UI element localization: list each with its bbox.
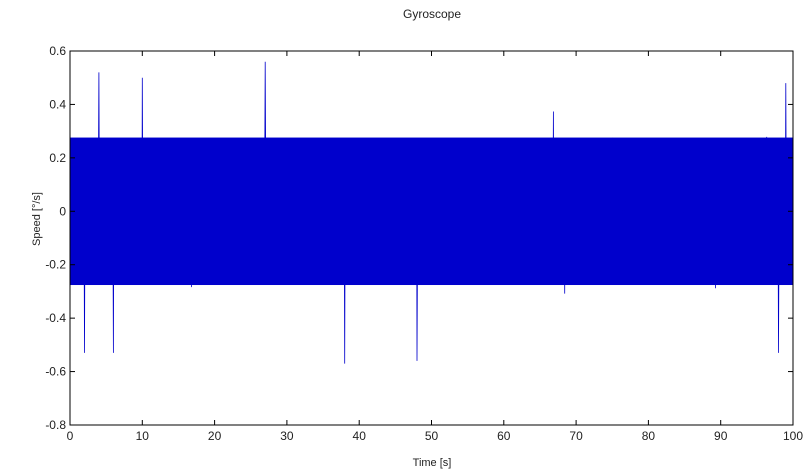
y-tick-label: 0.6 (49, 44, 66, 58)
x-tick-label: 0 (67, 429, 74, 443)
x-tick-label: 100 (783, 429, 803, 443)
chart-title: Gyroscope (403, 7, 461, 21)
x-tick-label: 90 (714, 429, 728, 443)
x-tick-label: 60 (497, 429, 511, 443)
y-tick-label: -0.6 (45, 365, 66, 379)
series-line-gyroscope (69, 61, 794, 364)
x-tick-label: 70 (569, 429, 583, 443)
y-axis-label: Speed [°/s] (31, 192, 43, 246)
x-tick-label: 30 (280, 429, 294, 443)
y-axis-ticks: 0.6 0.4 0.2 0 -0.2 -0.4 -0.6 -0.8 (45, 44, 793, 432)
series-layer (69, 61, 794, 364)
y-tick-label: 0 (59, 204, 66, 218)
x-tick-label: 40 (353, 429, 367, 443)
y-tick-label: 0.2 (49, 151, 66, 165)
y-tick-label: -0.8 (45, 418, 66, 432)
y-tick-label: -0.4 (45, 311, 66, 325)
x-tick-label: 20 (208, 429, 222, 443)
x-tick-label: 10 (136, 429, 150, 443)
x-tick-label: 50 (425, 429, 439, 443)
x-axis-label: Time [s] (413, 457, 452, 469)
y-tick-label: -0.2 (45, 258, 66, 272)
y-tick-label: 0.4 (49, 97, 66, 111)
x-tick-label: 80 (642, 429, 656, 443)
plot-area: 0 10 20 30 40 50 60 70 80 90 100 0.6 0.4 0.2 0 -0.2 -0.… (45, 44, 803, 443)
x-axis-ticks: 0 10 20 30 40 50 60 70 80 90 100 (67, 51, 803, 443)
